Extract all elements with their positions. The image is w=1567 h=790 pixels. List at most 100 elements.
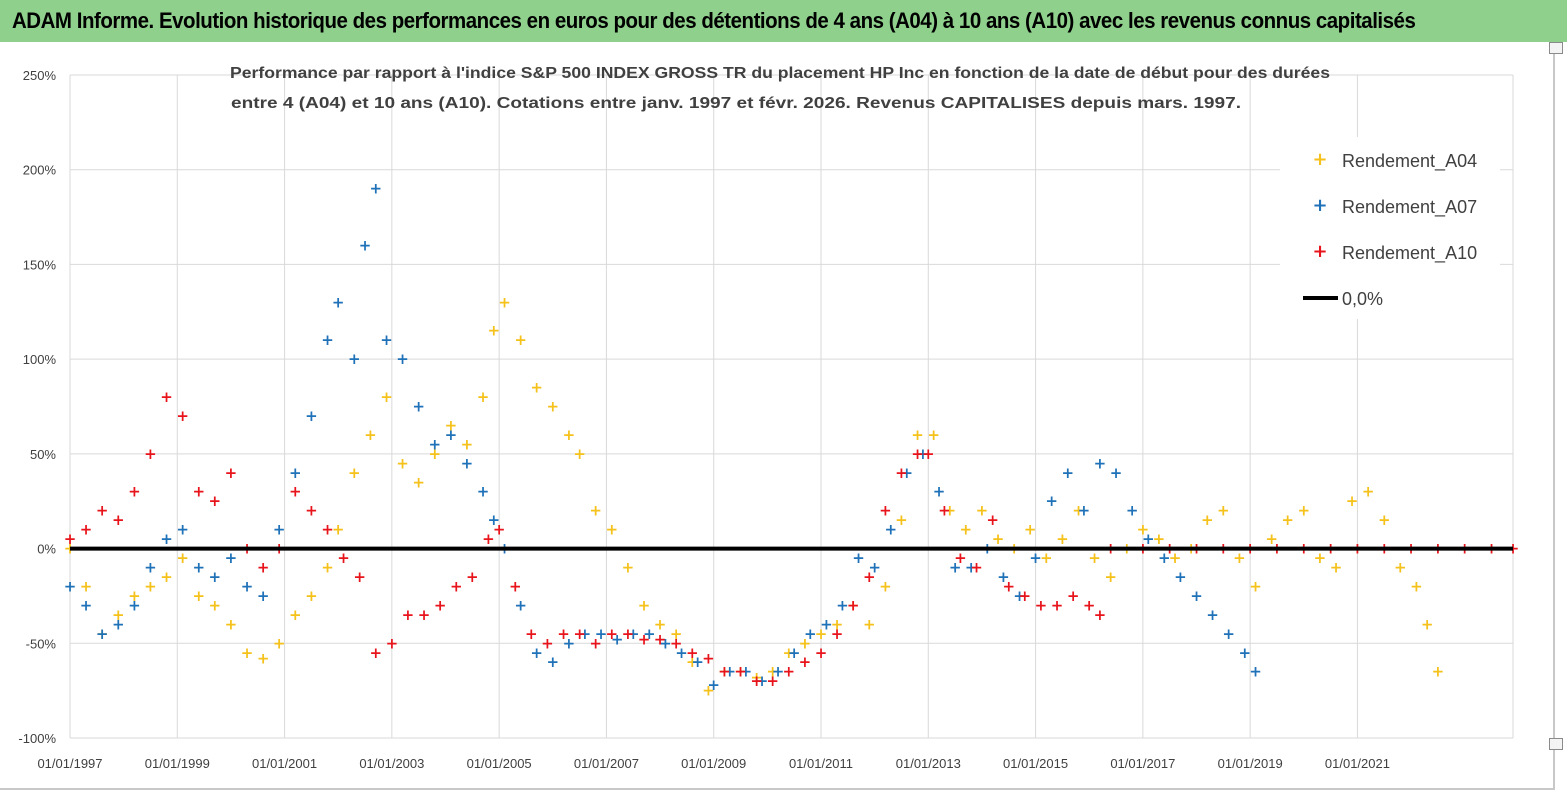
point-Rendement_A07: + <box>917 445 930 463</box>
point-Rendement_A07: + <box>1249 663 1262 681</box>
point-Rendement_A07: + <box>1142 530 1155 548</box>
point-Rendement_A07: + <box>209 568 222 586</box>
point-Rendement_A04: + <box>1217 502 1230 520</box>
point-Rendement_A04: + <box>289 606 302 624</box>
point-Rendement_A07: + <box>1029 549 1042 567</box>
point-Rendement_A07: + <box>1110 464 1123 482</box>
point-Rendement_A04: + <box>702 682 715 700</box>
point-Rendement_A04: + <box>563 426 576 444</box>
x-tick-label: 01/01/1997 <box>37 756 102 771</box>
point-Rendement_A04: + <box>546 398 559 416</box>
point-Rendement_A10: + <box>766 672 779 690</box>
point-Rendement_A04: + <box>1201 511 1214 529</box>
point-Rendement_A07: + <box>1126 502 1139 520</box>
point-Rendement_A04: + <box>364 426 377 444</box>
point-Rendement_A04: + <box>895 511 908 529</box>
point-Rendement_A07: + <box>321 331 334 349</box>
point-Rendement_A10: + <box>970 559 983 577</box>
point-Rendement_A04: + <box>498 293 511 311</box>
point-Rendement_A10: + <box>895 464 908 482</box>
point-Rendement_A07: + <box>359 236 372 254</box>
point-Rendement_A04: + <box>927 426 940 444</box>
point-Rendement_A04: + <box>445 416 458 434</box>
point-Rendement_A04: + <box>766 663 779 681</box>
point-Rendement_A07: + <box>836 596 849 614</box>
legend-item-a10: + Rendement_A10 <box>1312 241 1477 264</box>
point-Rendement_A07: + <box>1238 644 1251 662</box>
point-Rendement_A10: + <box>176 407 189 425</box>
point-Rendement_A10: + <box>638 630 651 648</box>
point-Rendement_A10: + <box>209 492 222 510</box>
point-Rendement_A07: + <box>445 426 458 444</box>
point-Rendement_A07: + <box>176 521 189 539</box>
point-Rendement_A04: + <box>1072 502 1085 520</box>
point-Rendement_A10: + <box>225 464 238 482</box>
point-Rendement_A10: + <box>450 577 463 595</box>
point-Rendement_A10: + <box>482 530 495 548</box>
x-tick-label: 01/01/2007 <box>574 756 639 771</box>
chart-legend: + Rendement_A04 + Rendement_A07 + Rendem… <box>1280 137 1500 319</box>
point-Rendement_A04: + <box>514 331 527 349</box>
point-Rendement_A10: + <box>192 483 205 501</box>
banner-title: ADAM Informe. Evolution historique des p… <box>12 8 1416 33</box>
point-Rendement_A04: + <box>1153 530 1166 548</box>
point-Rendement_A10: + <box>541 634 554 652</box>
point-Rendement_A04: + <box>1233 549 1246 567</box>
point-Rendement_A07: + <box>461 454 474 472</box>
point-Rendement_A10: + <box>718 663 731 681</box>
point-Rendement_A10: + <box>80 521 93 539</box>
point-Rendement_A07: + <box>852 549 865 567</box>
point-Rendement_A04: + <box>412 473 425 491</box>
point-Rendement_A07: + <box>772 663 785 681</box>
legend-label-a04: Rendement_A04 <box>1342 151 1477 172</box>
scroll-handle-top[interactable] <box>1549 42 1563 54</box>
point-Rendement_A04: + <box>976 502 989 520</box>
y-tick-label: 50% <box>30 447 56 462</box>
point-Rendement_A07: + <box>1094 454 1107 472</box>
point-Rendement_A04: + <box>96 625 109 643</box>
x-tick-label: 01/01/2003 <box>359 756 424 771</box>
point-Rendement_A07: + <box>788 644 801 662</box>
x-tick-label: 01/01/2015 <box>1003 756 1068 771</box>
chart-title-line-1: Performance par rapport à l'indice S&P 5… <box>230 65 1330 82</box>
point-Rendement_A07: + <box>1078 502 1091 520</box>
point-Rendement_A10: + <box>606 625 619 643</box>
point-Rendement_A07: + <box>128 596 141 614</box>
point-Rendement_A07: + <box>1174 568 1187 586</box>
point-Rendement_A07: + <box>563 634 576 652</box>
point-Rendement_A07: + <box>96 625 109 643</box>
title-banner: ADAM Informe. Evolution historique des p… <box>0 0 1567 42</box>
point-Rendement_A10: + <box>954 549 967 567</box>
point-Rendement_A10: + <box>589 634 602 652</box>
point-Rendement_A07: + <box>530 644 543 662</box>
legend-item-a04: + Rendement_A04 <box>1312 149 1477 172</box>
point-Rendement_A07: + <box>144 559 157 577</box>
point-Rendement_A04: + <box>750 668 763 686</box>
point-Rendement_A10: + <box>799 653 812 671</box>
legend-marker-a10: + <box>1312 241 1327 262</box>
scroll-handle-bottom[interactable] <box>1549 738 1563 750</box>
point-Rendement_A04: + <box>879 577 892 595</box>
point-Rendement_A10: + <box>702 649 715 667</box>
point-Rendement_A07: + <box>1206 606 1219 624</box>
point-Rendement_A04: + <box>943 502 956 520</box>
point-Rendement_A07: + <box>1061 464 1074 482</box>
point-Rendement_A10: + <box>386 634 399 652</box>
point-Rendement_A07: + <box>273 521 286 539</box>
point-Rendement_A04: + <box>348 464 361 482</box>
point-Rendement_A10: + <box>112 511 125 529</box>
point-Rendement_A04: + <box>128 587 141 605</box>
point-Rendement_A10: + <box>402 606 415 624</box>
point-Rendement_A04: + <box>144 577 157 595</box>
point-Rendement_A10: + <box>670 634 683 652</box>
point-Rendement_A07: + <box>1045 492 1058 510</box>
point-Rendement_A04: + <box>622 559 635 577</box>
point-Rendement_A10: + <box>1051 596 1064 614</box>
point-Rendement_A10: + <box>815 644 828 662</box>
point-Rendement_A07: + <box>707 676 720 694</box>
point-Rendement_A10: + <box>1035 596 1048 614</box>
point-Rendement_A04: + <box>477 388 490 406</box>
point-Rendement_A07: + <box>691 653 704 671</box>
point-Rendement_A04: + <box>686 653 699 671</box>
point-Rendement_A10: + <box>783 663 796 681</box>
